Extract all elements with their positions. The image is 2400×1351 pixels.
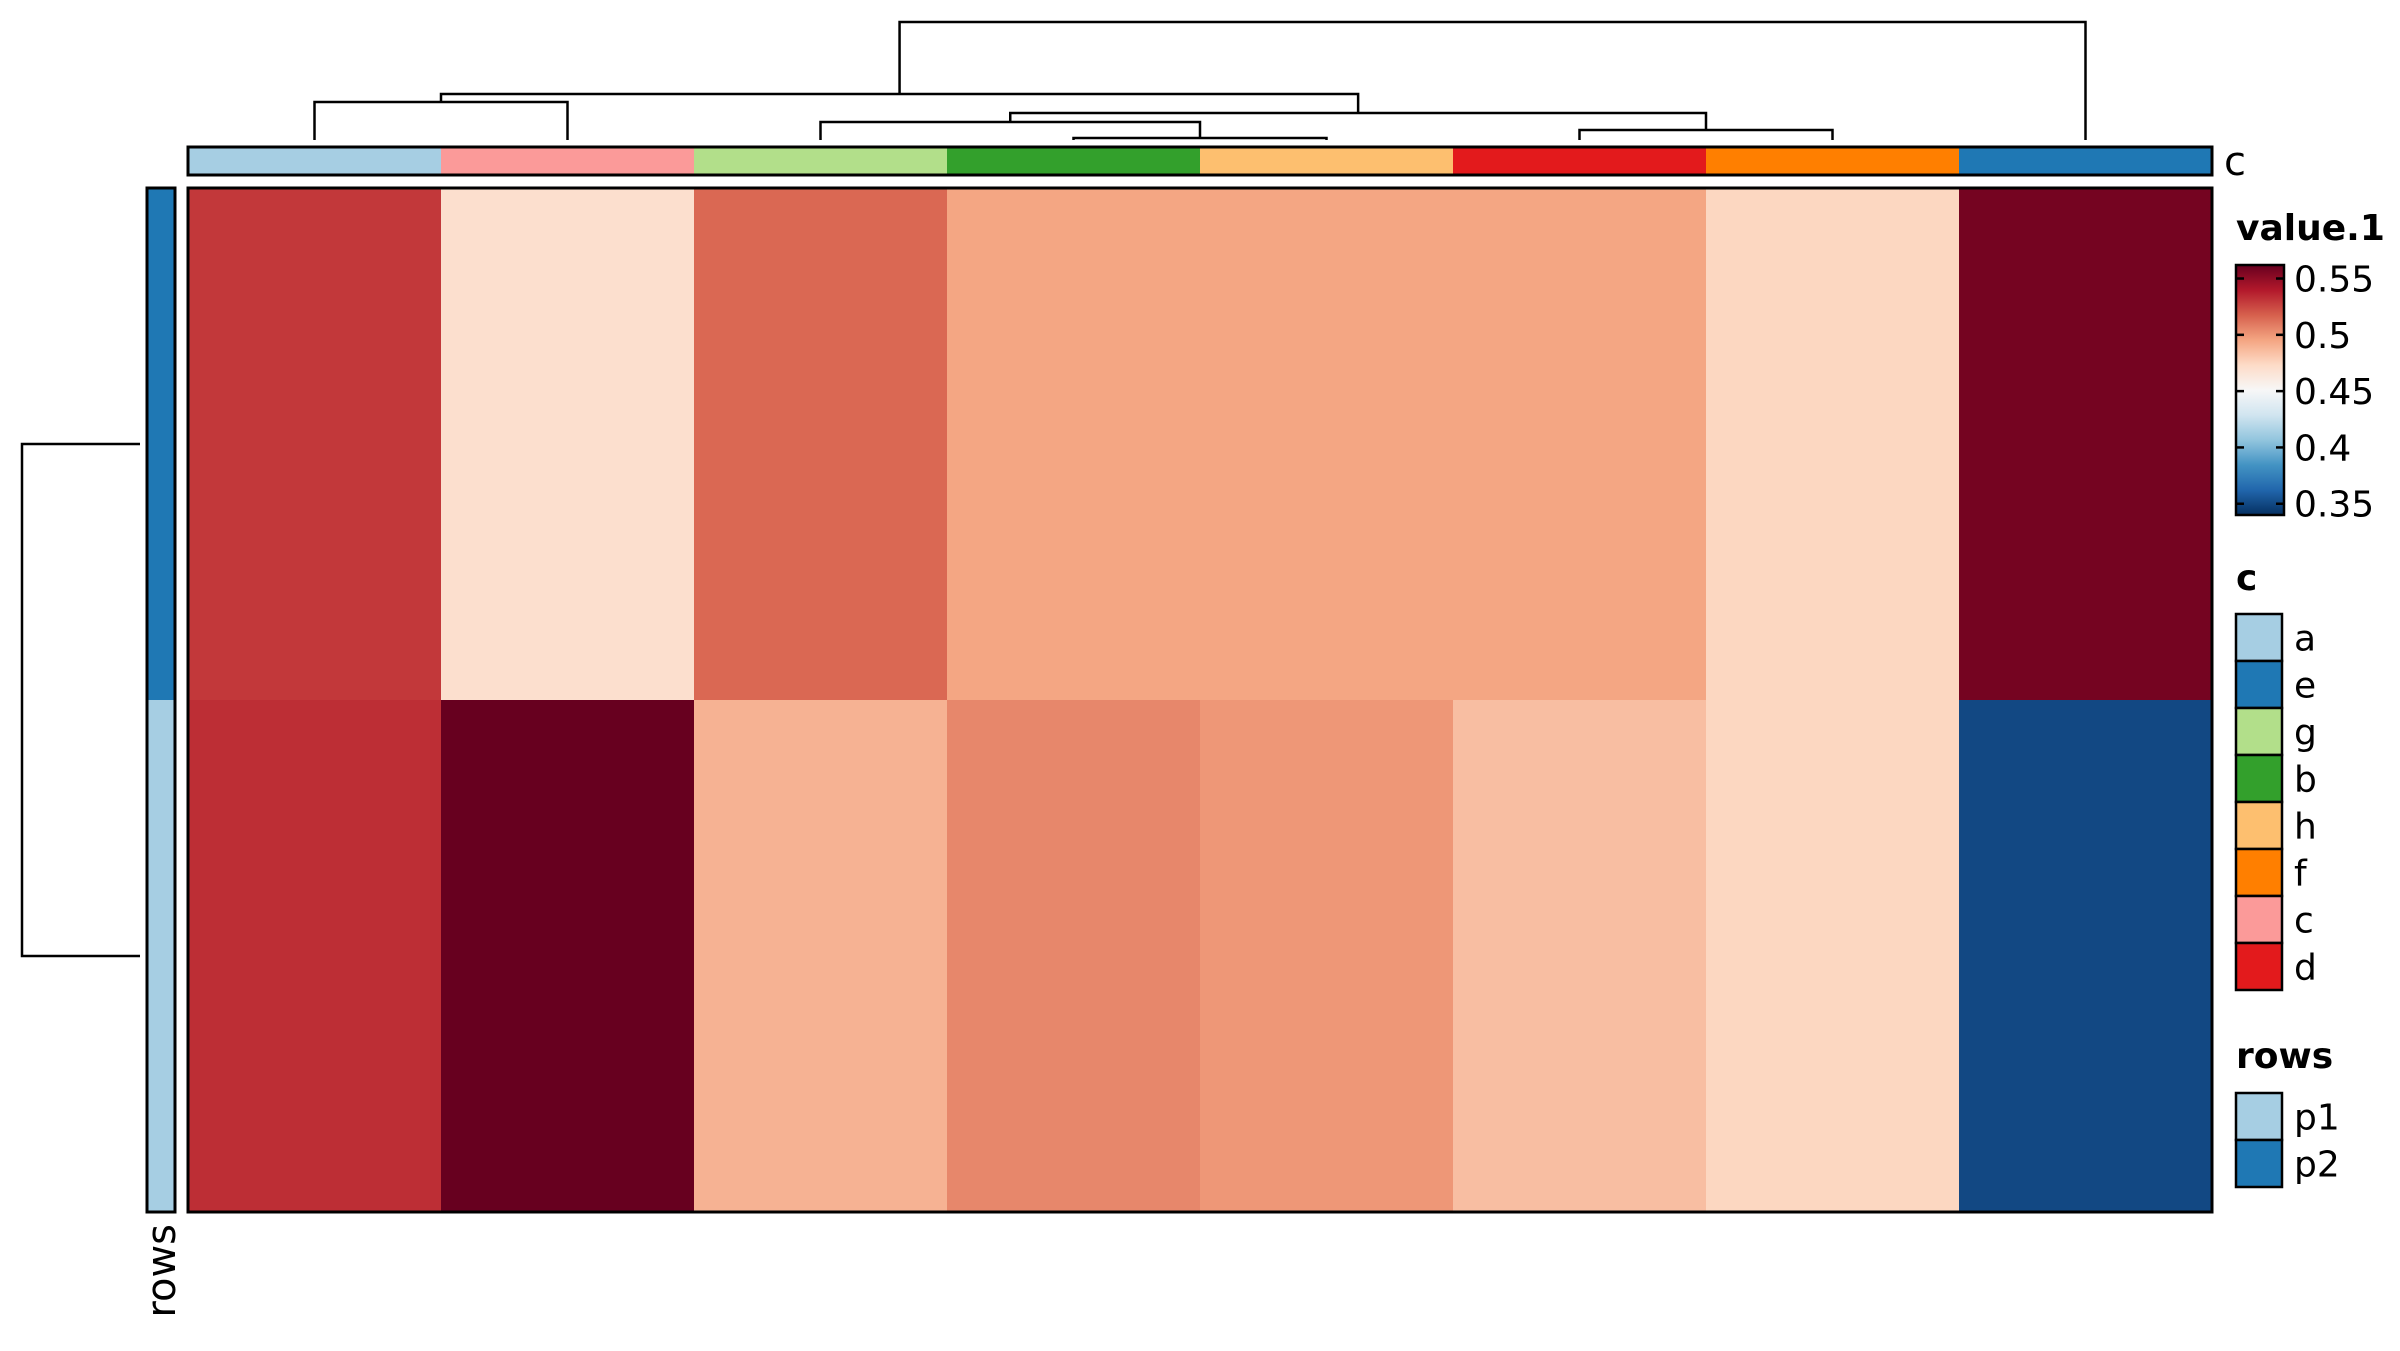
column-legend-key-d	[2234, 941, 2284, 992]
heatmap-cell-p1-e	[1959, 700, 2213, 1213]
color-scale-tick-label: 0.5	[2294, 316, 2351, 357]
column-annotation-cell-g	[694, 147, 948, 175]
column-annotation-bar	[186, 145, 2214, 177]
column-annotation-frame	[186, 145, 2214, 177]
column-legend-label: c	[2294, 901, 2314, 942]
row-annotation-bar	[145, 186, 177, 1214]
column-annotation-cell-d	[1453, 147, 1707, 175]
color-scale-tick-label: 0.45	[2294, 372, 2374, 413]
column-legend-label: d	[2294, 948, 2317, 989]
column-dendrogram-branch	[439, 92, 1360, 113]
column-legend-key-g	[2234, 706, 2284, 757]
heatmap-cells	[186, 186, 2214, 1214]
column-legend-key-c	[2234, 894, 2284, 945]
row-dendrogram-branch	[20, 442, 140, 958]
column-legend-label: h	[2294, 807, 2317, 848]
heatmap-cell-p2-d	[1453, 188, 1707, 701]
column-annotation-cell-b	[947, 147, 1201, 175]
column-legend-label: b	[2294, 760, 2317, 801]
column-legend-label: g	[2294, 713, 2317, 754]
heatmap-cell-p1-f	[1706, 700, 1960, 1213]
heatmap-cell-p1-h	[1200, 700, 1454, 1213]
column-annotation-cell-c	[441, 147, 695, 175]
color-scale-ticks: 0.55 0.5 0.45 0.4 0.35	[2236, 260, 2374, 526]
heatmap-cell-p1-b	[947, 700, 1201, 1213]
heatmap-cell-p2-c	[441, 188, 695, 701]
column-dendrogram-branch	[1072, 136, 1328, 140]
row-annotation-frame	[145, 186, 177, 1214]
column-annotation-name: c	[2224, 139, 2246, 185]
column-dendrogram	[313, 20, 2087, 140]
column-legend-key-a	[2234, 612, 2284, 663]
row-legend-label: p2	[2294, 1145, 2340, 1186]
column-legend-key-h	[2234, 800, 2284, 851]
color-scale-tick-label: 0.35	[2294, 485, 2374, 526]
column-dendrogram-branch	[313, 100, 569, 140]
column-legend-label: e	[2294, 666, 2316, 707]
row-dendrogram	[20, 442, 140, 958]
column-dendrogram-branch	[1578, 128, 1834, 140]
heatmap-cell-p1-d	[1453, 700, 1707, 1213]
row-legend-title: rows	[2236, 1036, 2333, 1077]
heatmap-cell-p2-e	[1959, 188, 2213, 701]
column-dendrogram-root	[898, 20, 2087, 140]
column-legend-key-b	[2234, 753, 2284, 804]
heatmap-frame	[186, 186, 2214, 1214]
color-scale-tick-label: 0.55	[2294, 260, 2374, 301]
row-legend-label: p1	[2294, 1098, 2340, 1139]
heatmap-cell-p1-g	[694, 700, 948, 1213]
row-annotation-cell-p1	[147, 700, 175, 1213]
column-annotation-cell-h	[1200, 147, 1454, 175]
column-annotation-cell-f	[1706, 147, 1960, 175]
column-legend-label: a	[2294, 619, 2316, 660]
row-annotation-cell-p2	[147, 188, 175, 701]
heatmap-cell-p2-b	[947, 188, 1201, 701]
heatmap-cell-p1-c	[441, 700, 695, 1213]
column-legend-title: c	[2236, 558, 2257, 599]
heatmap-cell-p1-a	[188, 700, 442, 1213]
heatmap-cell-p2-a	[188, 188, 442, 701]
column-legend-key-e	[2234, 659, 2284, 710]
heatmap-cell-p2-h	[1200, 188, 1454, 701]
row-legend-key-p2	[2234, 1138, 2284, 1189]
row-legend-key-p1	[2234, 1091, 2284, 1142]
heatmap-cell-p2-f	[1706, 188, 1960, 701]
row-annotation-name: rows	[139, 1224, 185, 1318]
color-scale-legend-title: value.1	[2236, 208, 2385, 249]
column-annotation-cell-a	[188, 147, 442, 175]
heatmap-cell-p2-g	[694, 188, 948, 701]
column-legend-label: f	[2294, 854, 2308, 895]
column-legend-key-f	[2234, 847, 2284, 898]
column-annotation-cell-e	[1959, 147, 2213, 175]
color-scale-tick-label: 0.4	[2294, 428, 2351, 469]
